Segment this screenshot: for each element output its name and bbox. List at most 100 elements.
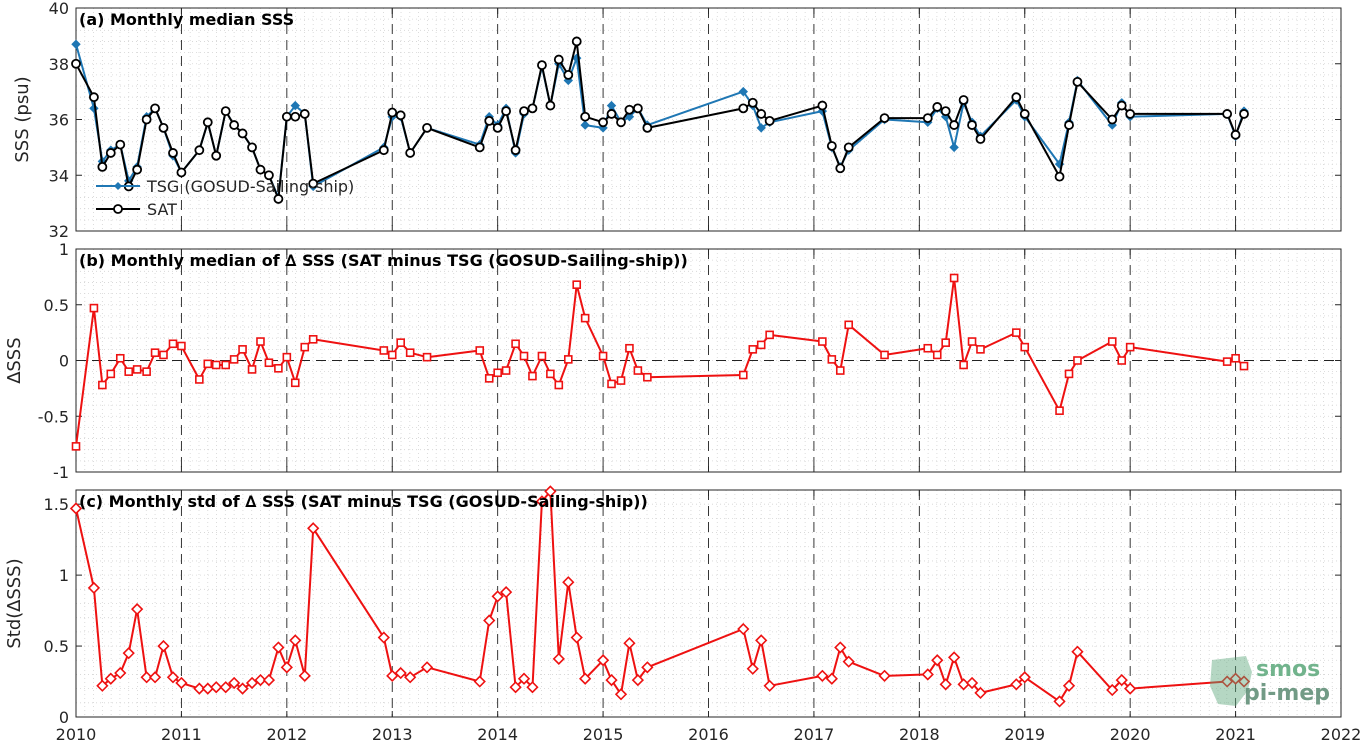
data-point (115, 139, 126, 150)
data-point (264, 358, 274, 368)
y-tick-label: 1.5 (44, 495, 69, 514)
data-point (379, 346, 389, 355)
data-point (1125, 342, 1135, 352)
data-point (377, 631, 390, 644)
data-point (405, 148, 416, 158)
data-point (264, 170, 274, 181)
data-point (923, 343, 933, 353)
data-point (616, 376, 626, 385)
data-point (236, 682, 249, 695)
data-point (544, 485, 557, 498)
data-point (939, 678, 952, 691)
panel-title: (a) Monthly median SSS (79, 10, 294, 29)
data-point (1072, 76, 1083, 87)
series-sat (71, 36, 1249, 204)
x-tick-label: 2017 (794, 725, 835, 744)
data-point (115, 353, 125, 363)
y-axis-label: SSS (psu) (12, 76, 33, 162)
data-point (484, 115, 495, 126)
data-point (272, 641, 285, 654)
panel-title: (c) Monthly std of ∆ SSS (SAT minus TSG … (79, 492, 648, 511)
data-point (166, 671, 180, 684)
data-point (921, 668, 934, 681)
data-point (1107, 114, 1118, 125)
data-point (1229, 672, 1242, 685)
data-point (527, 103, 538, 114)
data-point (150, 103, 160, 114)
data-point (1222, 357, 1232, 366)
data-point (511, 339, 520, 349)
data-point (220, 106, 231, 117)
x-tick-label: 2019 (1004, 725, 1045, 744)
data-point (247, 365, 257, 374)
data-point (632, 103, 643, 114)
data-point (386, 669, 399, 682)
data-point (71, 442, 81, 451)
data-point (842, 655, 855, 668)
legend-label: TSG (GOSUD-Sailing-ship) (146, 177, 354, 196)
data-point (221, 360, 230, 370)
y-tick-label: 1 (59, 566, 69, 585)
data-point (580, 120, 590, 130)
data-point (974, 686, 987, 700)
data-point (501, 106, 512, 117)
data-point (537, 60, 547, 71)
y-tick-label: 34 (49, 166, 69, 185)
data-point (834, 641, 847, 654)
data-point (835, 366, 845, 375)
data-point (1011, 92, 1022, 103)
x-tick-label: 2021 (1215, 725, 1256, 744)
data-point (238, 345, 247, 354)
data-point (738, 103, 749, 114)
data-point (1231, 353, 1240, 363)
data-point (598, 117, 608, 128)
data-point (1124, 682, 1137, 695)
data-point (142, 367, 151, 376)
data-point (1012, 328, 1021, 337)
data-point (157, 639, 170, 653)
grid (76, 489, 1341, 718)
legend-marker (113, 204, 123, 214)
y-tick-label: -0.5 (38, 407, 69, 426)
data-point (159, 350, 168, 360)
data-point (308, 178, 319, 189)
data-point (1115, 673, 1128, 687)
legend-marker (114, 182, 122, 190)
data-point (562, 576, 575, 589)
y-tick-label: 36 (49, 111, 69, 130)
data-point (976, 345, 985, 354)
data-point (1064, 369, 1074, 379)
data-point (932, 102, 943, 112)
data-point (552, 652, 565, 665)
data-point (519, 351, 529, 361)
data-point (262, 673, 276, 687)
data-point (89, 303, 99, 313)
data-point (932, 350, 942, 360)
data-point (967, 337, 977, 346)
data-point (764, 115, 775, 126)
data-point (211, 150, 222, 161)
logo-text-pimep: pi-mep (1244, 681, 1330, 706)
data-point (202, 117, 213, 128)
data-point (959, 360, 968, 370)
data-point (378, 145, 389, 156)
data-point (765, 330, 774, 340)
data-point (168, 148, 178, 158)
data-point (114, 666, 127, 680)
y-tick-label: 0 (59, 708, 69, 727)
data-point (563, 355, 573, 364)
data-point (738, 86, 748, 97)
data-point (473, 675, 486, 688)
data-point (737, 622, 750, 636)
data-point (1107, 337, 1117, 346)
data-point (947, 651, 961, 664)
data-point (510, 145, 521, 156)
x-tick-label: 2010 (56, 725, 97, 744)
data-point (148, 671, 162, 684)
data-point (493, 368, 502, 378)
data-point (308, 335, 318, 344)
x-tick-label: 2012 (266, 725, 307, 744)
x-tick-label: 2014 (477, 725, 518, 744)
data-point (579, 672, 592, 685)
data-point (1221, 675, 1234, 688)
